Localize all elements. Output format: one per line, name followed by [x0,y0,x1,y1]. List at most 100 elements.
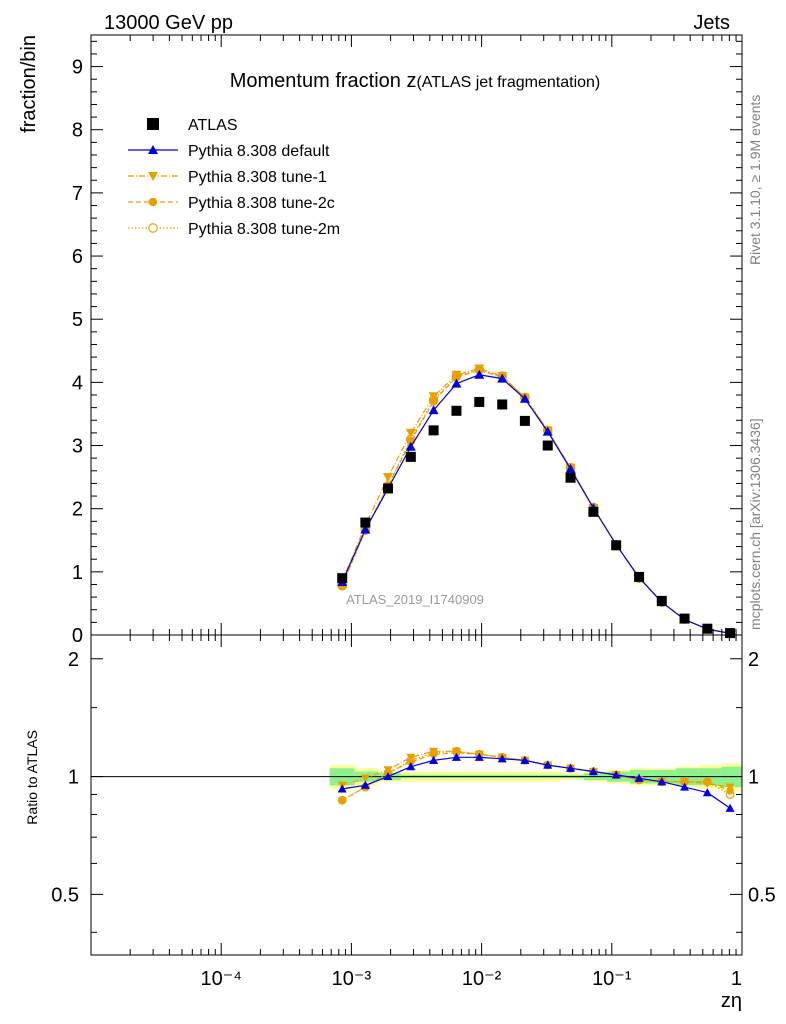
data-point-default [519,393,530,403]
ratio-point-tune2c [338,796,347,805]
data-point-tune1 [405,428,416,438]
ratio-point-tune1 [429,747,439,756]
data-point-data [337,573,348,584]
data-point-data [588,506,599,517]
data-point-data [611,540,622,551]
data-point-data [474,396,485,407]
data-point-data [702,623,713,634]
analysis-watermark: ATLAS_2019_I1740909 [346,592,484,607]
y-tick-label: 5 [72,309,83,331]
ratio-point-default [725,803,735,812]
ratio-y-tick-label-right: 1 [748,767,759,789]
ratio-point-default [680,782,690,791]
ratio-point-default [451,752,461,761]
data-point-data [405,451,416,462]
legend-item-tune2c: Pythia 8.308 tune-2c [128,195,335,212]
chart-title: Momentum fraction z(ATLAS jet fragmentat… [230,70,601,92]
data-point-data [542,440,553,451]
data-point-default [405,441,416,451]
ratio-series-layer [337,746,735,812]
x-tick-label: 10⁻² [462,968,502,990]
ratio-point-default [429,755,439,764]
data-point-data [428,425,439,436]
x-tick-label: 10⁻³ [332,968,372,990]
mcplots-label: mcplots.cern.ch [arXiv:1306.3436] [747,418,763,630]
x-tick-label: 10⁻⁴ [200,968,241,990]
ratio-point-default [497,754,507,763]
ratio-point-tune1 [383,766,393,775]
legend-marker-data [147,118,159,130]
ratio-point-tune1 [725,783,735,792]
ratio-point-default [406,762,416,771]
ratio-y-tick-label-right: 2 [748,649,759,671]
ratio-y-tick-label-right: 0.5 [748,884,776,906]
legend: ATLAS Pythia 8.308 default Pythia 8.308 tu… [128,117,340,238]
data-point-tune1 [474,364,485,374]
rivet-version-label: Rivet 3.1.10, ≥ 1.9M events [747,95,763,265]
x-axis-title: zη [721,990,742,1012]
ratio-point-default [702,788,712,797]
ratio-series-default [337,752,735,812]
y-tick-label: 9 [72,57,83,79]
ratio-y-axis-title: Ratio to ATLAS [24,730,40,825]
y-axis-title: fraction/bin [18,35,40,133]
ratio-point-tune1 [406,753,416,762]
header-jets-label: Jets [693,12,730,34]
ratio-y-tick-label: 0.5 [51,884,79,906]
ratio-y-tick-label: 1 [68,767,79,789]
y-tick-label: 0 [72,625,83,647]
ratio-point-default [588,767,598,776]
legend-marker-tune2m [148,223,158,233]
data-point-data [634,571,645,582]
legend-item-data: ATLAS [147,117,238,134]
data-point-data [519,415,530,426]
data-point-default [542,426,553,436]
series-layer [337,364,736,639]
ratio-point-tune1 [702,779,712,789]
data-point-data [725,628,736,639]
y-tick-label: 6 [72,246,83,268]
chart-title-main: Momentum fraction z [230,70,417,92]
ratio-point-tune1 [680,778,690,787]
legend-label-data: ATLAS [188,117,238,134]
ratio-point-default [566,763,576,772]
data-point-data [656,595,667,606]
legend-item-tune1: Pythia 8.308 tune-1 [128,169,327,186]
data-point-data [497,399,508,410]
legend-marker-tune1 [148,172,158,181]
y-tick-label: 4 [72,372,83,394]
series-line-tune1 [341,367,731,634]
data-point-tune1 [451,370,462,380]
data-point-tune1 [382,473,393,483]
header-energy-label: 13000 GeV pp [104,12,233,34]
y-tick-label: 8 [72,120,83,142]
data-point-default [497,373,508,383]
y-tick-label: 3 [72,436,83,458]
legend-item-default: Pythia 8.308 default [128,143,330,160]
ratio-point-default [337,784,347,793]
series-data [337,396,736,639]
data-point-data [382,483,393,494]
ratio-panel-frame [90,634,743,956]
ratio-point-default [543,760,553,769]
ratio-point-tune2c [406,758,415,766]
ratio-point-default [634,773,644,782]
ratio-point-tune1 [451,747,461,756]
data-point-default [451,378,462,388]
data-point-data [451,405,462,416]
data-point-default [360,524,371,534]
legend-marker-default [148,145,158,154]
ratio-point-default [657,777,667,786]
ratio-point-default [474,752,484,761]
y-tick-label: 1 [72,562,83,584]
chart-title-suffix: (ATLAS jet fragmentation) [416,74,600,91]
legend-item-tune2m: Pythia 8.308 tune-2m [128,221,340,238]
ratio-line-default [342,756,731,809]
y-tick-label: 7 [72,183,83,205]
data-point-data [565,472,576,483]
data-point-default [474,369,485,379]
legend-label-tune2m: Pythia 8.308 tune-2m [188,221,340,238]
data-point-data [360,517,371,528]
ratio-point-default [383,772,393,781]
